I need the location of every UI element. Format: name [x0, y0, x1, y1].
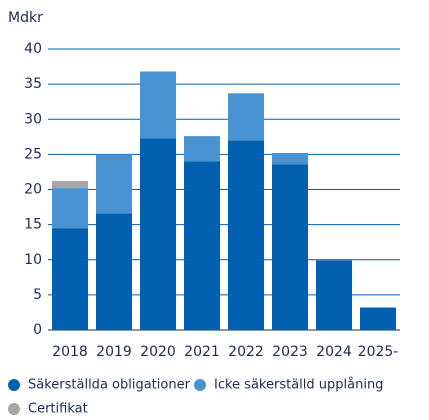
legend-label: Säkerställda obligationer [28, 378, 191, 393]
bar-segment [272, 152, 308, 165]
bar-segment [52, 188, 88, 229]
bar-segment [96, 213, 132, 330]
legend-label: Certifikat [28, 402, 88, 417]
x-tick-label: 2019 [96, 344, 132, 360]
bar-segment [316, 260, 352, 330]
x-tick-label: 2022 [228, 344, 264, 360]
x-tick-label: 2021 [184, 344, 220, 360]
y-tick-label: 10 [24, 252, 42, 268]
bar-segment [228, 93, 264, 141]
legend-label: Icke säkerställd upplåning [214, 378, 383, 393]
bar-segment [96, 154, 132, 214]
bar-segment [140, 71, 176, 139]
y-tick-label: 40 [24, 41, 42, 57]
x-tick-label: 2023 [272, 344, 308, 360]
x-tick-label: 2025- [358, 344, 399, 360]
legend-swatch [194, 379, 206, 391]
bar-segment [228, 140, 264, 330]
y-tick-label: 35 [24, 76, 42, 92]
y-tick-label: 30 [24, 111, 42, 127]
y-tick-label: 0 [33, 322, 42, 338]
bar-segment [140, 138, 176, 330]
bar-segment [360, 307, 396, 330]
x-tick-label: 2020 [140, 344, 176, 360]
y-axis-label: Mdkr [8, 10, 43, 26]
legend-swatch [8, 379, 20, 391]
bar-segment [272, 164, 308, 330]
bar-segment [52, 181, 88, 189]
bar-segment [184, 161, 220, 330]
x-tick-label: 2018 [52, 344, 88, 360]
bar-segment [52, 228, 88, 330]
x-tick-label: 2024 [316, 344, 352, 360]
legend-swatch [8, 403, 20, 415]
bar-segment [184, 136, 220, 162]
y-tick-label: 20 [24, 182, 42, 198]
y-tick-label: 25 [24, 146, 42, 162]
y-tick-label: 15 [24, 217, 42, 233]
y-tick-label: 5 [33, 287, 42, 303]
